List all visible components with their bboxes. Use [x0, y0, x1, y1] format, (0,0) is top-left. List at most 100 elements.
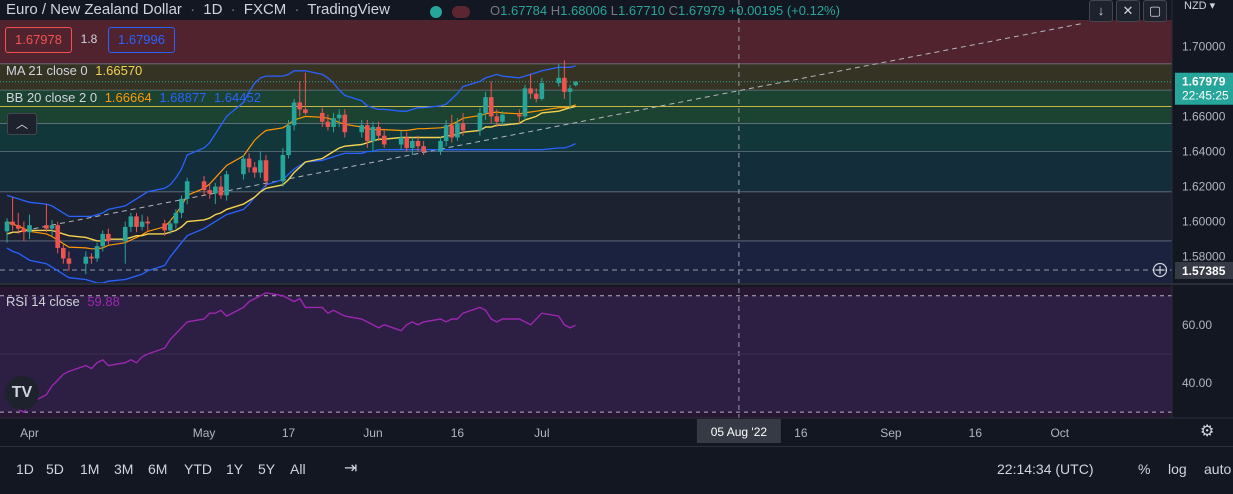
candle-body	[404, 137, 410, 148]
exchange-label: FXCM	[243, 1, 287, 18]
candle-body	[455, 123, 460, 138]
ohlc-close: 1.67979	[678, 3, 726, 18]
range-button-all[interactable]: All	[290, 461, 306, 477]
candle-body	[365, 125, 370, 141]
candle-body	[522, 88, 528, 117]
candlestick-series	[4, 60, 578, 275]
range-button-5y[interactable]: 5Y	[258, 461, 276, 477]
ohlc-open-label: O	[490, 3, 501, 18]
candle-body	[145, 221, 151, 224]
log-toggle[interactable]: log	[1168, 461, 1187, 477]
range-button-3m[interactable]: 3M	[114, 461, 134, 477]
ma21-line	[6, 105, 576, 242]
scroll-down-button[interactable]: ↓	[1089, 0, 1113, 22]
candle-body	[162, 223, 167, 231]
utc-clock[interactable]: 22:14:34 (UTC)	[997, 461, 1094, 477]
candle-body	[122, 226, 128, 241]
candle-body	[573, 81, 578, 86]
last-price-label-bg	[1175, 72, 1233, 105]
time-axis-label: 16	[451, 426, 465, 440]
eye-icon[interactable]	[430, 5, 442, 18]
collapse-button[interactable]: ✕	[1116, 0, 1140, 22]
price-axis-tick: 1.60000	[1182, 215, 1226, 229]
candle-body	[139, 221, 145, 227]
time-axis-label: Jun	[363, 426, 382, 440]
price-axis-tick: 1.58000	[1182, 250, 1226, 264]
maximize-icon: ▢	[1148, 3, 1162, 18]
bb-legend[interactable]: BB 20 close 2 0 1.66664 1.68877 1.64452	[6, 90, 261, 105]
buy-button[interactable]: 1.67996	[108, 27, 175, 53]
price-zone	[0, 123, 1172, 152]
candle-body	[303, 109, 308, 113]
candle-body	[66, 258, 72, 264]
candle-body	[528, 88, 533, 94]
range-button-1m[interactable]: 1M	[80, 461, 100, 477]
auto-toggle[interactable]: auto	[1204, 461, 1232, 477]
candle-body	[246, 158, 252, 168]
rsi-legend-value: 59.88	[87, 294, 120, 309]
collapse-legend-button[interactable]: ︿	[7, 113, 37, 135]
candle-body	[438, 140, 443, 152]
candle-body	[556, 77, 562, 84]
candle-body	[134, 216, 139, 227]
candle-body	[477, 112, 483, 131]
ohlc-open: 1.67784	[500, 3, 548, 18]
bb-legend-lower: 1.64452	[213, 90, 261, 105]
range-button-5d[interactable]: 5D	[46, 461, 64, 477]
date-range-calendar-icon[interactable]: ⇥	[344, 460, 358, 477]
time-axis-label: 16	[794, 426, 808, 440]
rsi-legend-label: RSI 14 close	[6, 294, 80, 309]
candle-body	[494, 116, 500, 122]
bottom-toolbar: 1D 5D 1M 3M 6M YTD 1Y 5Y All ⇥ 22:14:34 (UTC) % …	[0, 446, 1233, 494]
candle-body	[297, 102, 303, 110]
candle-body	[179, 198, 184, 213]
settings-gear-icon[interactable]: ⚙	[1200, 423, 1215, 440]
candle-body	[359, 125, 364, 133]
tradingview-logo[interactable]: TV	[5, 376, 39, 410]
ma-legend-label: MA 21 close 0	[6, 63, 88, 78]
percent-toggle[interactable]: %	[1138, 461, 1151, 477]
collapse-icon: ✕	[1122, 3, 1134, 18]
candle-body	[83, 256, 89, 264]
symbol-title[interactable]: Euro / New Zealand Dollar	[6, 1, 182, 18]
ohlc-low-label: L	[610, 3, 618, 18]
candle-body	[398, 137, 404, 145]
candle-body	[370, 126, 376, 141]
price-zones	[0, 20, 1172, 443]
crosshair-price-label-bg	[1175, 262, 1233, 279]
visibility-toggle[interactable]	[430, 3, 470, 18]
rsi-pane	[0, 292, 1172, 414]
bb-legend-label: BB 20 close 2 0	[6, 90, 98, 105]
range-button-1d[interactable]: 1D	[16, 461, 34, 477]
interval-label[interactable]: 1D	[203, 1, 223, 18]
candle-body	[4, 221, 10, 232]
time-axis-label: May	[193, 426, 216, 440]
price-axis-tick: 1.62000	[1182, 180, 1226, 194]
maximize-button[interactable]: ▢	[1143, 0, 1167, 22]
candle-body	[342, 114, 348, 133]
arrow-down-icon: ↓	[1097, 3, 1105, 18]
range-button-1y[interactable]: 1Y	[226, 461, 244, 477]
range-button-6m[interactable]: 6M	[148, 461, 168, 477]
rsi-legend[interactable]: RSI 14 close 59.88	[6, 294, 120, 309]
range-button-ytd[interactable]: YTD	[184, 461, 212, 477]
currency-selector[interactable]: NZD ▾	[1184, 0, 1216, 12]
candle-body	[207, 190, 212, 194]
ohlc-high: 1.68006	[560, 3, 608, 18]
ohlc-close-label: C	[668, 3, 679, 18]
ma-legend[interactable]: MA 21 close 0 1.66570	[6, 63, 142, 78]
bb-legend-basis: 1.66664	[104, 90, 152, 105]
candle-body	[562, 77, 567, 92]
sell-button[interactable]: 1.67978	[5, 27, 72, 53]
candle-body	[517, 114, 522, 117]
candle-body	[291, 102, 297, 126]
crosshair-price-label: 1.57385	[1182, 264, 1226, 278]
candle-body	[21, 228, 27, 233]
candle-body	[218, 186, 224, 196]
candle-body	[49, 225, 55, 229]
ohlc-low: 1.67710	[618, 3, 665, 18]
candle-body	[331, 118, 336, 127]
candle-body	[15, 225, 21, 229]
source-label: TradingView	[307, 1, 390, 18]
